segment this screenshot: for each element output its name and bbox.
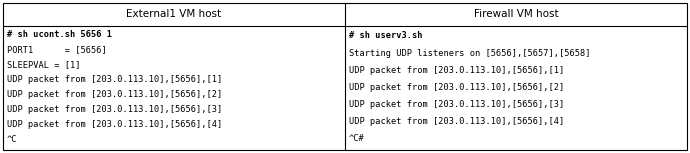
Text: UDP packet from [203.0.113.10],[5656],[2]: UDP packet from [203.0.113.10],[5656],[2… — [7, 90, 222, 99]
Text: ^C: ^C — [7, 135, 17, 144]
Text: Starting UDP listeners on [5656],[5657],[5658]: Starting UDP listeners on [5656],[5657],… — [349, 49, 591, 58]
Text: PORT1      = [5656]: PORT1 = [5656] — [7, 45, 107, 54]
Text: UDP packet from [203.0.113.10],[5656],[1]: UDP packet from [203.0.113.10],[5656],[1… — [349, 65, 564, 75]
Text: External1 VM host: External1 VM host — [126, 9, 221, 19]
Text: UDP packet from [203.0.113.10],[5656],[3]: UDP packet from [203.0.113.10],[5656],[3… — [7, 105, 222, 114]
Text: UDP packet from [203.0.113.10],[5656],[4]: UDP packet from [203.0.113.10],[5656],[4… — [7, 120, 222, 129]
Text: UDP packet from [203.0.113.10],[5656],[4]: UDP packet from [203.0.113.10],[5656],[4… — [349, 117, 564, 126]
Text: UDP packet from [203.0.113.10],[5656],[3]: UDP packet from [203.0.113.10],[5656],[3… — [349, 100, 564, 109]
Text: Firewall VM host: Firewall VM host — [474, 9, 558, 19]
Text: # sh ucont.sh 5656 1: # sh ucont.sh 5656 1 — [7, 30, 112, 39]
Text: # sh userv3.sh: # sh userv3.sh — [349, 32, 422, 41]
Text: ^C#: ^C# — [349, 134, 365, 143]
Text: SLEEPVAL = [1]: SLEEPVAL = [1] — [7, 60, 81, 69]
Text: UDP packet from [203.0.113.10],[5656],[1]: UDP packet from [203.0.113.10],[5656],[1… — [7, 75, 222, 84]
Text: UDP packet from [203.0.113.10],[5656],[2]: UDP packet from [203.0.113.10],[5656],[2… — [349, 82, 564, 91]
